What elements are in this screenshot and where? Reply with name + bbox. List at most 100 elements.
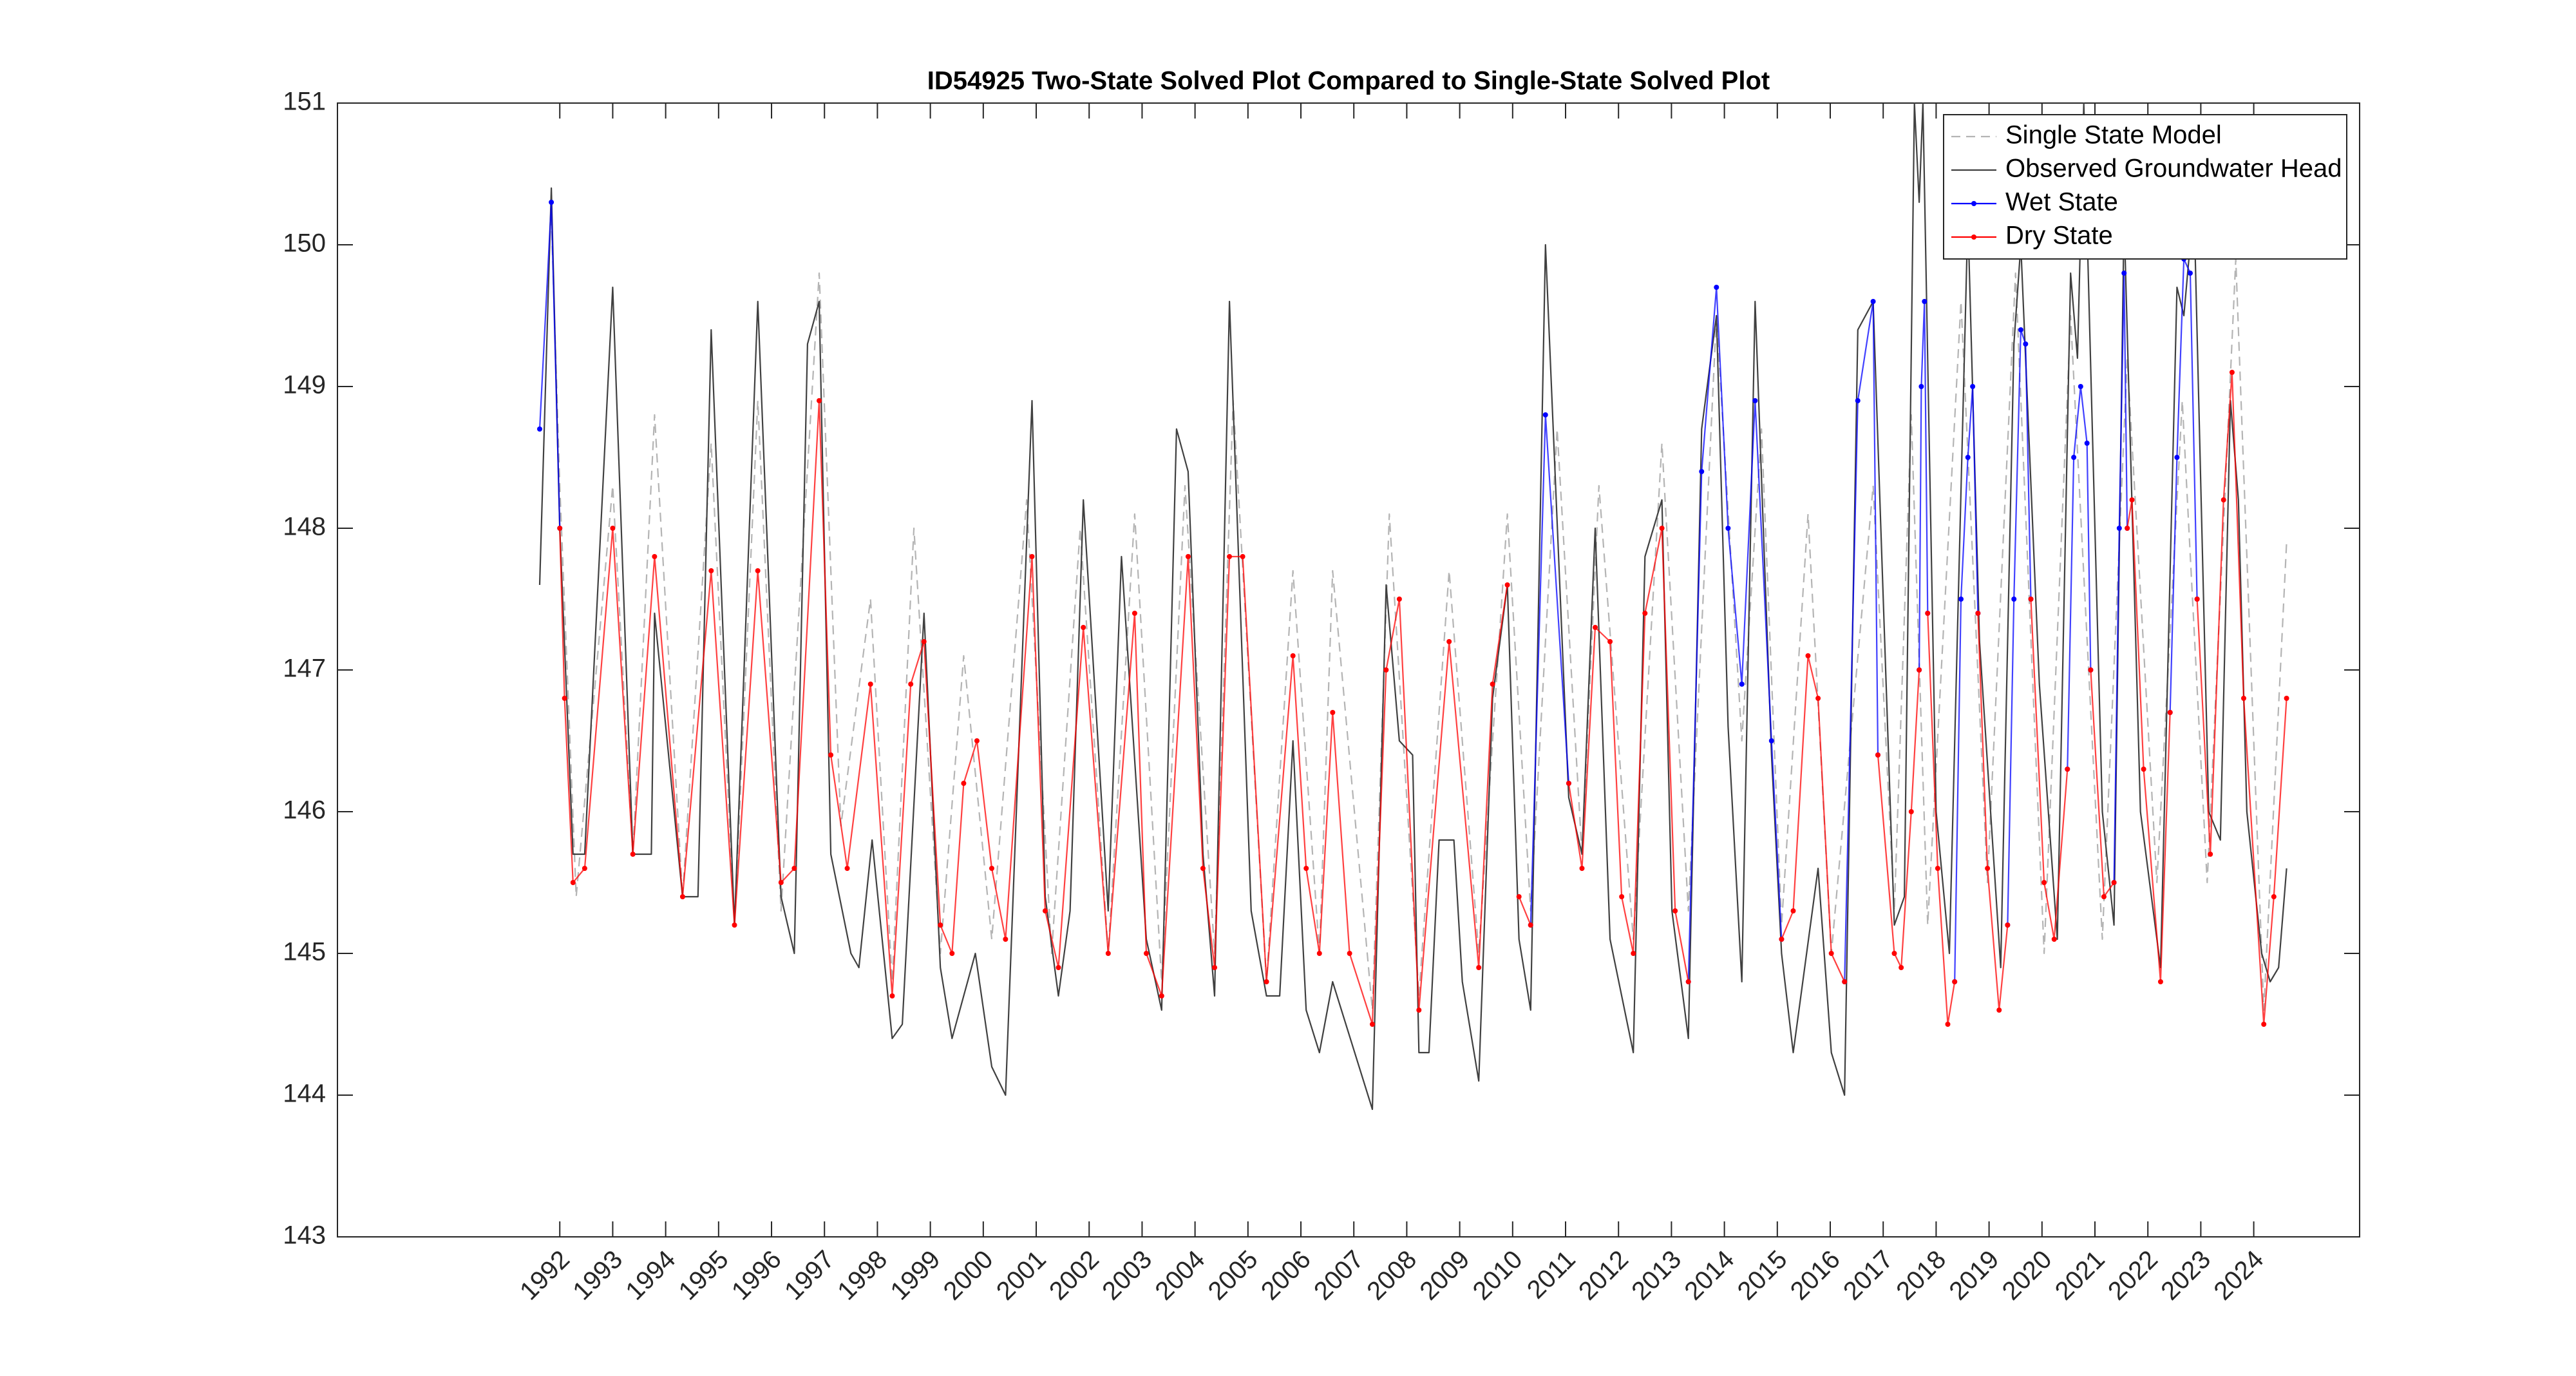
data-point [2088,667,2094,673]
data-point [2023,341,2029,347]
data-point [1316,951,1322,956]
legend-marker [1971,201,1976,206]
y-tick-label: 147 [283,655,326,683]
data-point [1828,951,1834,956]
data-point [562,696,567,701]
data-point [1303,866,1309,871]
data-point [1952,979,1958,984]
data-point [1542,412,1548,417]
data-point [2141,767,2146,772]
legend-label: Wet State [2005,188,2118,216]
data-point [1159,993,1164,999]
legend-label: Observed Groundwater Head [2005,155,2342,183]
data-point [889,993,895,999]
data-point [2157,979,2163,984]
data-point [2018,327,2023,332]
data-point [1200,866,1206,871]
series-line [538,102,2287,1111]
data-point [1985,866,1991,871]
data-point [1081,625,1086,630]
legend-marker [1971,234,1976,240]
data-point [791,866,797,871]
data-point [549,200,554,205]
data-point [537,426,542,432]
data-point [1290,653,1296,658]
data-point [1790,908,1796,913]
data-point [2187,271,2193,276]
data-point [570,880,576,885]
data-point [1212,965,1218,970]
y-tick-label: 146 [283,796,326,825]
data-point [2174,455,2180,460]
legend: Single State Model Observed Groundwater H… [1943,114,2347,260]
data-point [732,922,737,928]
data-point [1631,951,1636,956]
data-point [1922,299,1927,304]
data-point [1935,866,1940,871]
data-point [582,866,587,871]
data-point [1227,554,1233,559]
data-point [1699,469,1705,474]
data-point [1996,1008,2002,1013]
data-point [2065,767,2070,772]
data-point [921,639,927,644]
data-point [1579,866,1585,871]
data-point [828,752,834,758]
data-point [2041,880,2047,885]
y-tick-label: 150 [283,229,326,258]
data-point [2271,894,2277,899]
data-point [1805,653,1811,658]
data-point [2229,370,2235,375]
data-point [1672,908,1678,913]
y-tick-label: 149 [283,371,326,399]
data-point [1528,922,1533,928]
data-point [1815,696,1821,701]
data-point [1855,398,1861,403]
data-point [949,951,955,956]
data-point [1842,979,1848,984]
series-group [557,370,2289,1027]
data-point [1875,752,1880,758]
legend-box [1943,114,2347,260]
data-point [2071,455,2077,460]
y-tick-label: 148 [283,513,326,541]
y-tick-label: 143 [283,1221,326,1250]
legend-label: Dry State [2005,222,2113,250]
data-point [1056,965,1061,970]
data-point [1330,710,1336,715]
data-point [1504,582,1510,588]
data-point [2116,526,2122,531]
data-point [1185,554,1191,559]
data-point [1369,1022,1375,1027]
data-point [2261,1022,2267,1027]
data-point [867,682,873,687]
data-point [2011,597,2017,602]
data-point [1714,285,1719,290]
series-group [538,102,2287,1111]
y-tick-label: 144 [283,1080,326,1108]
data-point [679,894,685,899]
data-point [1891,951,1897,956]
data-point [1144,951,1149,956]
data-point [1925,611,1931,616]
data-point [1383,667,1389,673]
data-point [1446,639,1452,644]
data-point [1752,398,1758,403]
data-point [1958,597,1964,602]
data-point [1105,951,1111,956]
data-point [1918,384,1924,389]
data-point [989,866,994,871]
data-point [1970,384,1976,389]
data-point [1975,611,1981,616]
data-point [2284,696,2289,701]
data-point [2208,852,2213,857]
chart-title: ID54925 Two-State Solved Plot Compared t… [927,67,1770,95]
data-point [2101,894,2107,899]
data-point [961,781,967,786]
data-point [610,526,616,531]
data-point [1908,809,1914,814]
data-point [1870,299,1876,304]
data-point [2078,384,2083,389]
